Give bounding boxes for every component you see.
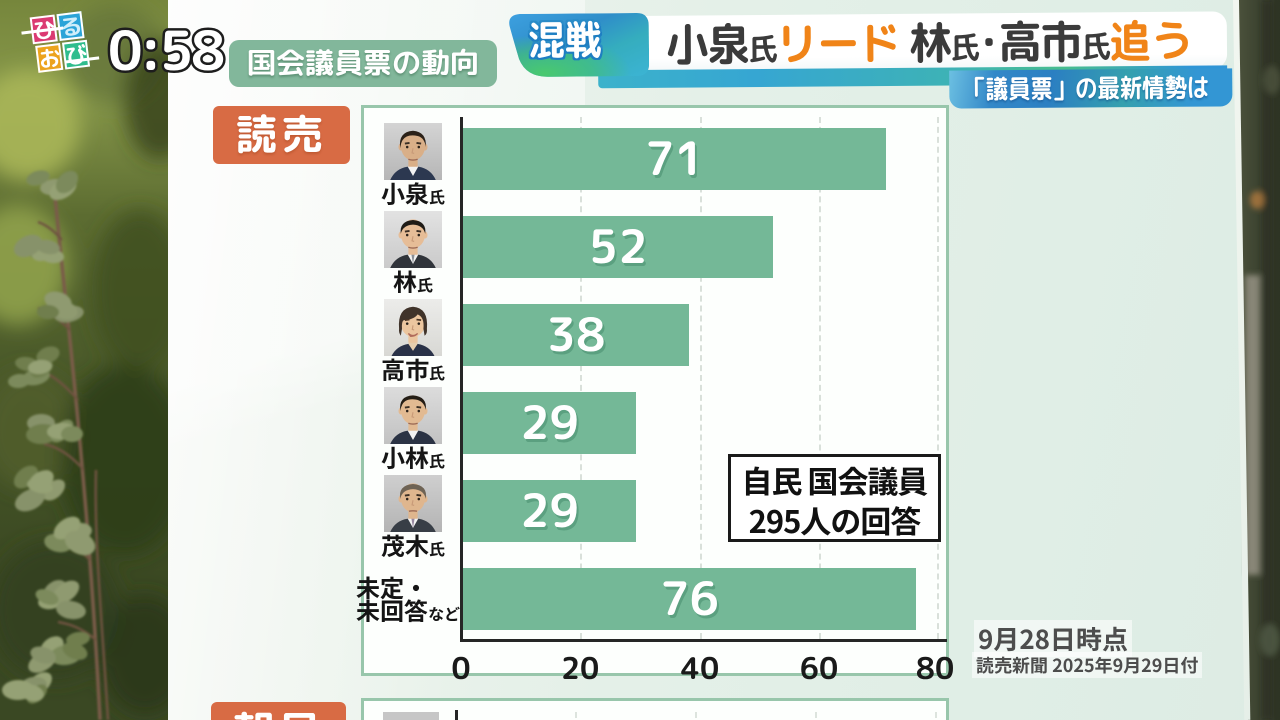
svg-text:0:58: 0:58 bbox=[108, 16, 224, 86]
